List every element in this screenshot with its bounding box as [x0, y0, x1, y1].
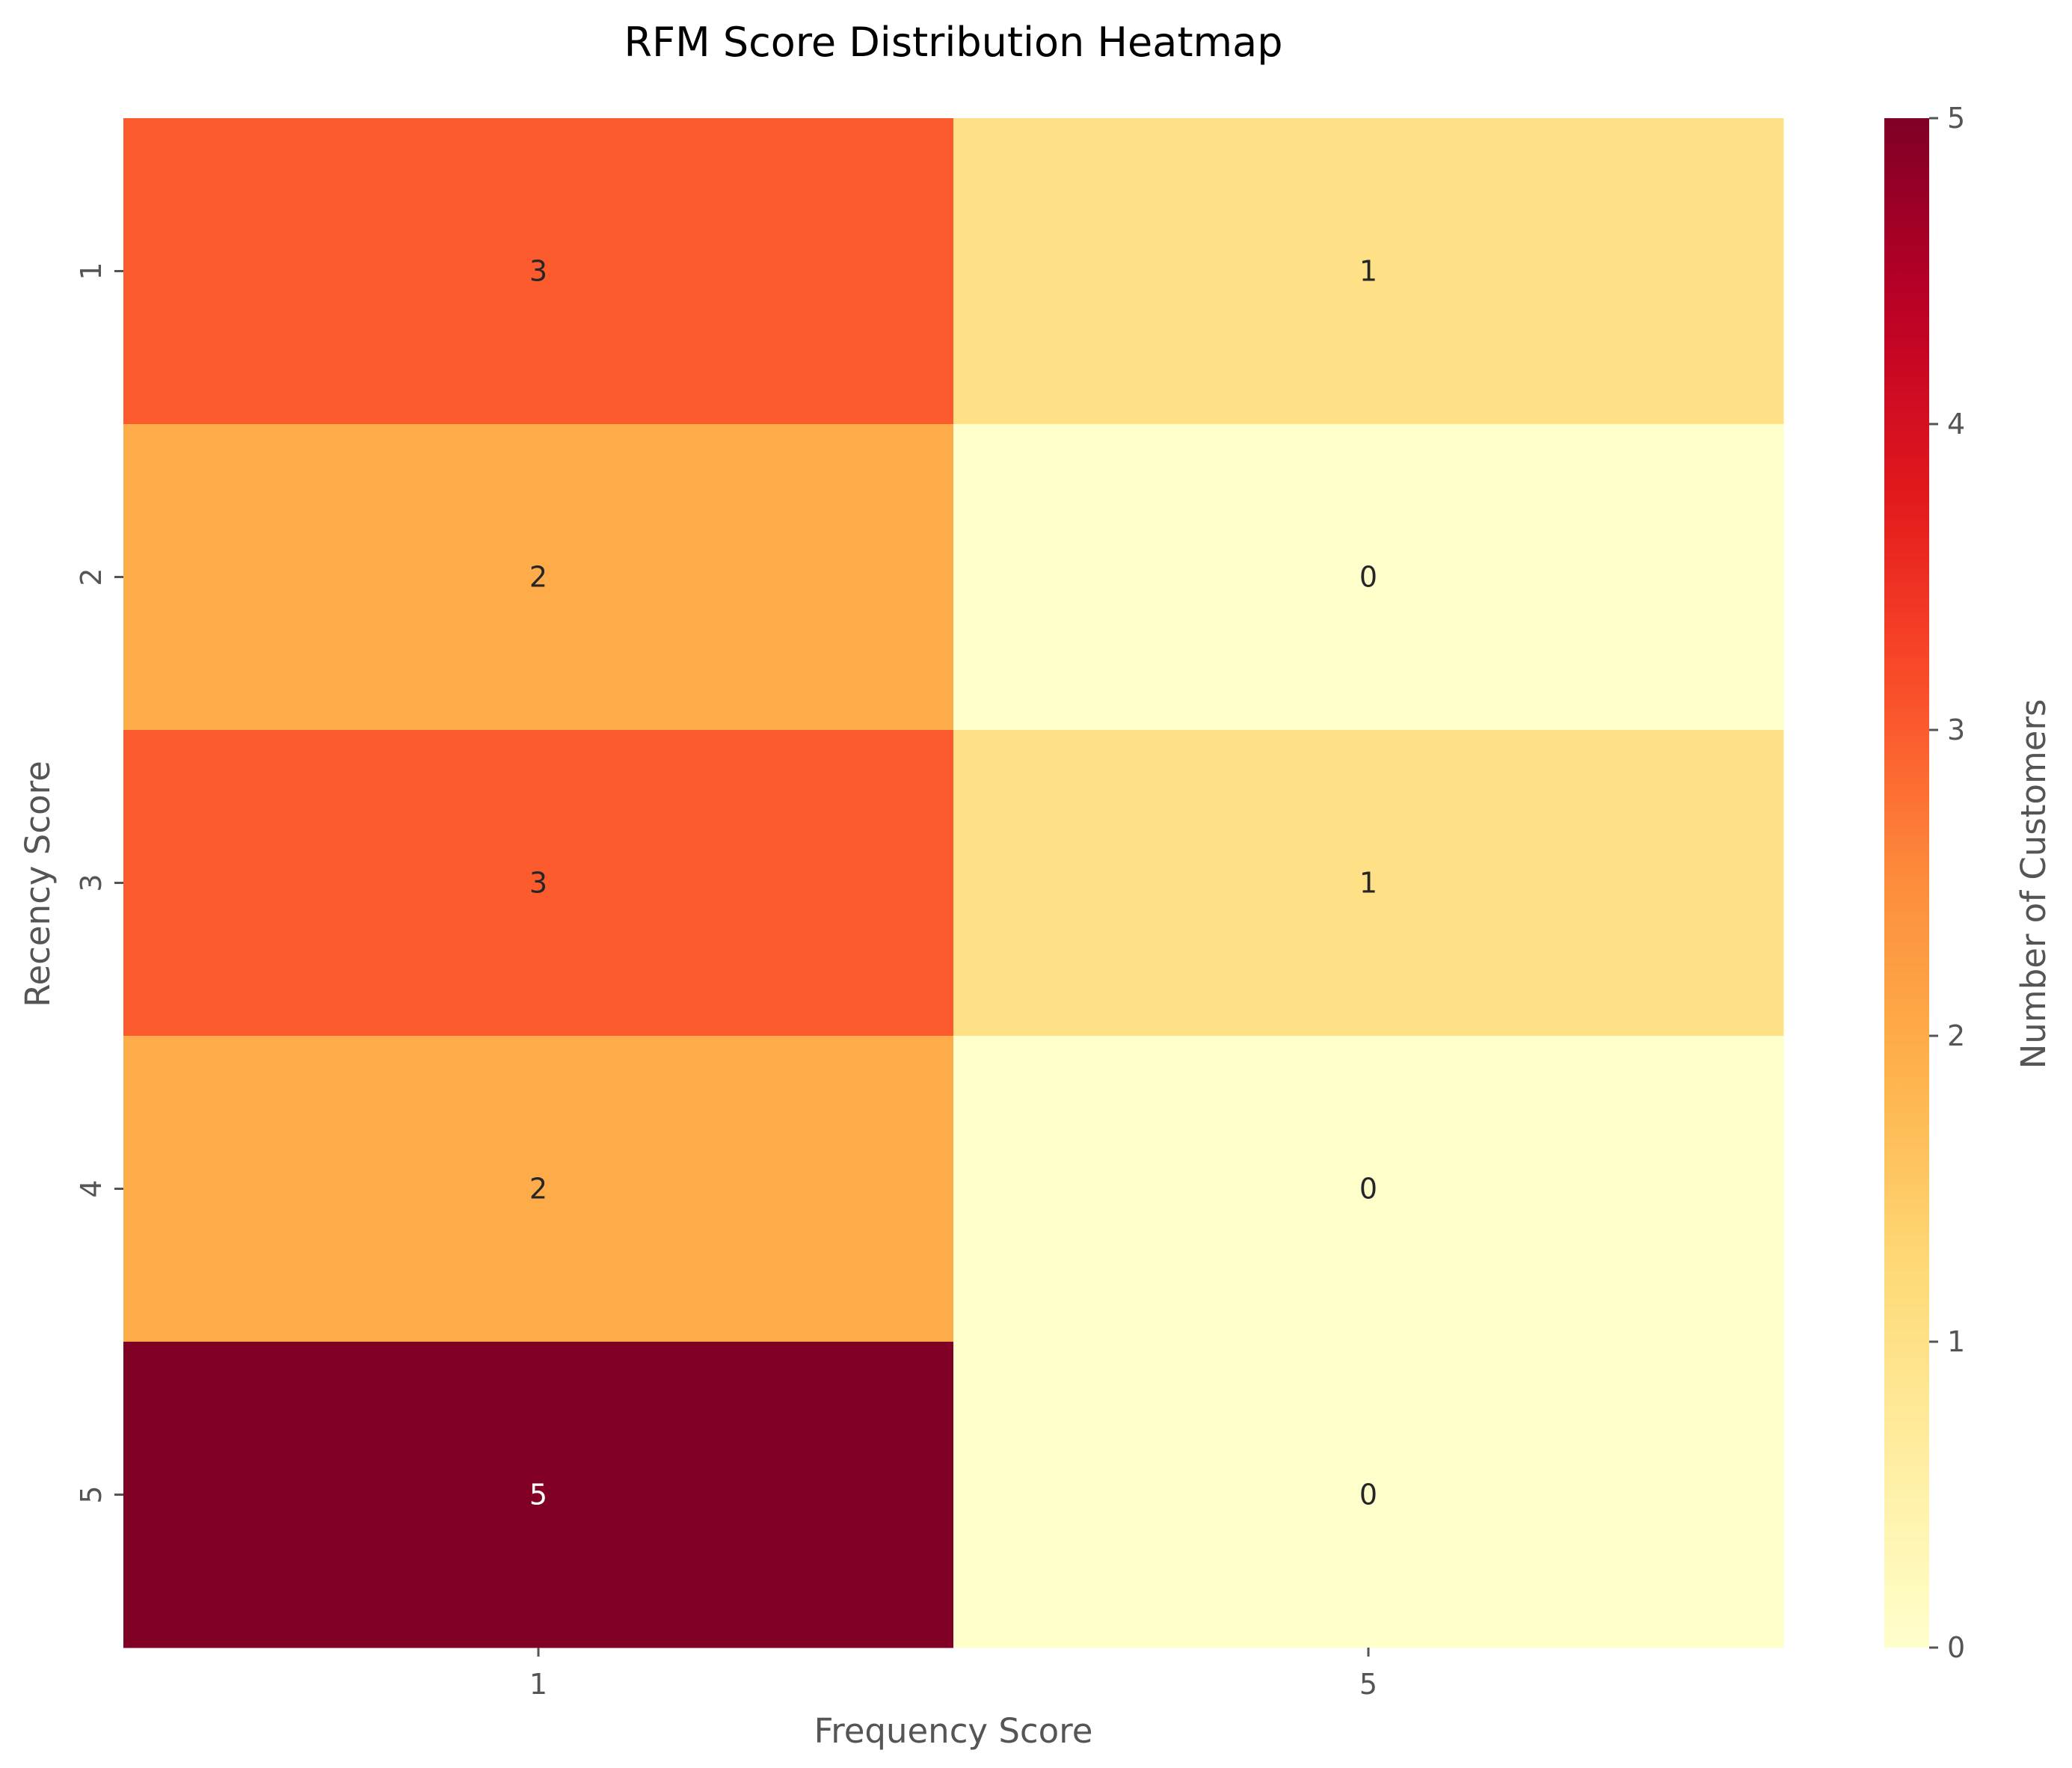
heatmap-cell [123, 1342, 954, 1648]
heatmap-cell [953, 1342, 1784, 1648]
cell-value-label: 1 [1359, 255, 1377, 288]
x-tick-label: 5 [1359, 1668, 1377, 1701]
heatmap-cell [123, 118, 954, 425]
y-tick-label: 2 [75, 568, 108, 586]
colorbar: 0 1 2 3 4 5 Number of Customers [1884, 102, 2053, 1664]
cell-value-label: 5 [529, 1479, 547, 1511]
chart-title: RFM Score Distribution Heatmap [624, 19, 1282, 66]
heatmap-cells [123, 118, 1784, 1648]
y-tick-label: 1 [75, 262, 108, 280]
y-tick-label: 4 [75, 1179, 108, 1197]
colorbar-gradient [1884, 118, 1929, 1648]
cell-value-label: 3 [529, 867, 547, 900]
colorbar-tick-label: 0 [1947, 1631, 1965, 1664]
colorbar-tick-label: 4 [1947, 408, 1965, 441]
x-axis-label: Frequency Score [814, 1711, 1093, 1751]
heatmap-cell [953, 730, 1784, 1037]
x-tick-label: 1 [529, 1668, 547, 1701]
heatmap-cell [953, 1036, 1784, 1342]
y-tick-label: 5 [75, 1485, 108, 1503]
colorbar-tick-label: 3 [1947, 713, 1965, 746]
cell-value-label: 2 [529, 561, 547, 594]
heatmap-cell [123, 424, 954, 731]
heatmap-cell [123, 730, 954, 1037]
colorbar-ticks: 0 1 2 3 4 5 [1929, 102, 1965, 1664]
cell-labels: 3 1 2 0 3 1 2 0 5 0 [529, 255, 1377, 1511]
colorbar-tick-label: 1 [1947, 1325, 1965, 1358]
heatmap-cell [953, 118, 1784, 425]
cell-value-label: 3 [529, 255, 547, 288]
y-axis-label: Recency Score [18, 761, 58, 1007]
y-axis-ticks: 1 2 3 4 5 [75, 262, 123, 1504]
cell-value-label: 0 [1359, 561, 1377, 594]
cell-value-label: 0 [1359, 1173, 1377, 1206]
colorbar-tick-label: 5 [1947, 102, 1965, 135]
heatmap-cell [953, 424, 1784, 731]
colorbar-label: Number of Customers [2014, 699, 2053, 1069]
cell-value-label: 0 [1359, 1479, 1377, 1511]
heatmap-cell [123, 1036, 954, 1342]
cell-value-label: 1 [1359, 867, 1377, 900]
cell-value-label: 2 [529, 1173, 547, 1206]
colorbar-tick-label: 2 [1947, 1019, 1965, 1052]
y-tick-label: 3 [75, 874, 108, 891]
